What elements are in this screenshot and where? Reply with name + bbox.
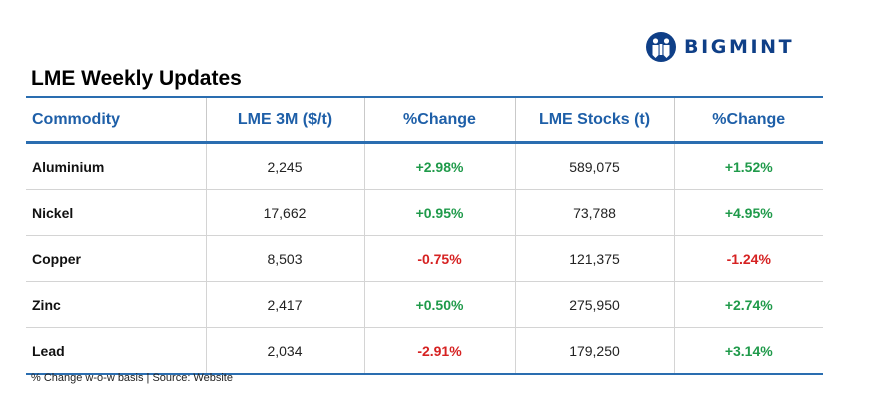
header-lme-3m: LME 3M ($/t)	[205, 96, 364, 144]
commodity-cell: Copper	[26, 235, 206, 282]
lme-3m-cell: 2,417	[205, 281, 364, 328]
table-row: Zinc 2,417 +0.50% 275,950 +2.74%	[26, 281, 823, 328]
stocks-change-cell: +1.52%	[673, 142, 823, 190]
stocks-cell: 275,950	[514, 281, 674, 328]
lme-3m-cell: 2,245	[205, 142, 364, 190]
stocks-cell: 589,075	[514, 142, 674, 190]
table-row: Lead 2,034 -2.91% 179,250 +3.14%	[26, 327, 823, 375]
commodity-cell: Aluminium	[26, 142, 206, 190]
commodity-cell: Lead	[26, 327, 206, 375]
brand-logo: BIGMINT	[646, 30, 794, 64]
table-row: Nickel 17,662 +0.95% 73,788 +4.95%	[26, 189, 823, 236]
stocks-change-cell: +3.14%	[673, 327, 823, 375]
lme-3m-change-cell: -0.75%	[363, 235, 515, 282]
stocks-change-cell: +4.95%	[673, 189, 823, 236]
stocks-change-cell: +2.74%	[673, 281, 823, 328]
page-title: LME Weekly Updates	[31, 67, 242, 90]
lme-3m-cell: 17,662	[205, 189, 364, 236]
table-header-row: Commodity LME 3M ($/t) %Change LME Stock…	[26, 96, 823, 144]
lme-3m-cell: 8,503	[205, 235, 364, 282]
lme-3m-cell: 2,034	[205, 327, 364, 375]
stocks-cell: 73,788	[514, 189, 674, 236]
header-lme-stocks: LME Stocks (t)	[514, 96, 674, 144]
header-lme-3m-change: %Change	[363, 96, 515, 144]
table-row: Aluminium 2,245 +2.98% 589,075 +1.52%	[26, 142, 823, 190]
stocks-cell: 179,250	[514, 327, 674, 375]
lme-3m-change-cell: -2.91%	[363, 327, 515, 375]
stocks-change-cell: -1.24%	[673, 235, 823, 282]
source-footnote: % Change w-o-w basis | Source: Website	[31, 372, 233, 384]
bigmint-logo-icon	[646, 32, 676, 62]
commodity-cell: Nickel	[26, 189, 206, 236]
header-stocks-change: %Change	[673, 96, 823, 144]
brand-name: BIGMINT	[684, 36, 795, 58]
lme-table: Commodity LME 3M ($/t) %Change LME Stock…	[26, 96, 823, 375]
lme-3m-change-cell: +0.95%	[363, 189, 515, 236]
header-commodity: Commodity	[26, 96, 206, 144]
table-row: Copper 8,503 -0.75% 121,375 -1.24%	[26, 235, 823, 282]
lme-3m-change-cell: +2.98%	[363, 142, 515, 190]
commodity-cell: Zinc	[26, 281, 206, 328]
stocks-cell: 121,375	[514, 235, 674, 282]
lme-3m-change-cell: +0.50%	[363, 281, 515, 328]
